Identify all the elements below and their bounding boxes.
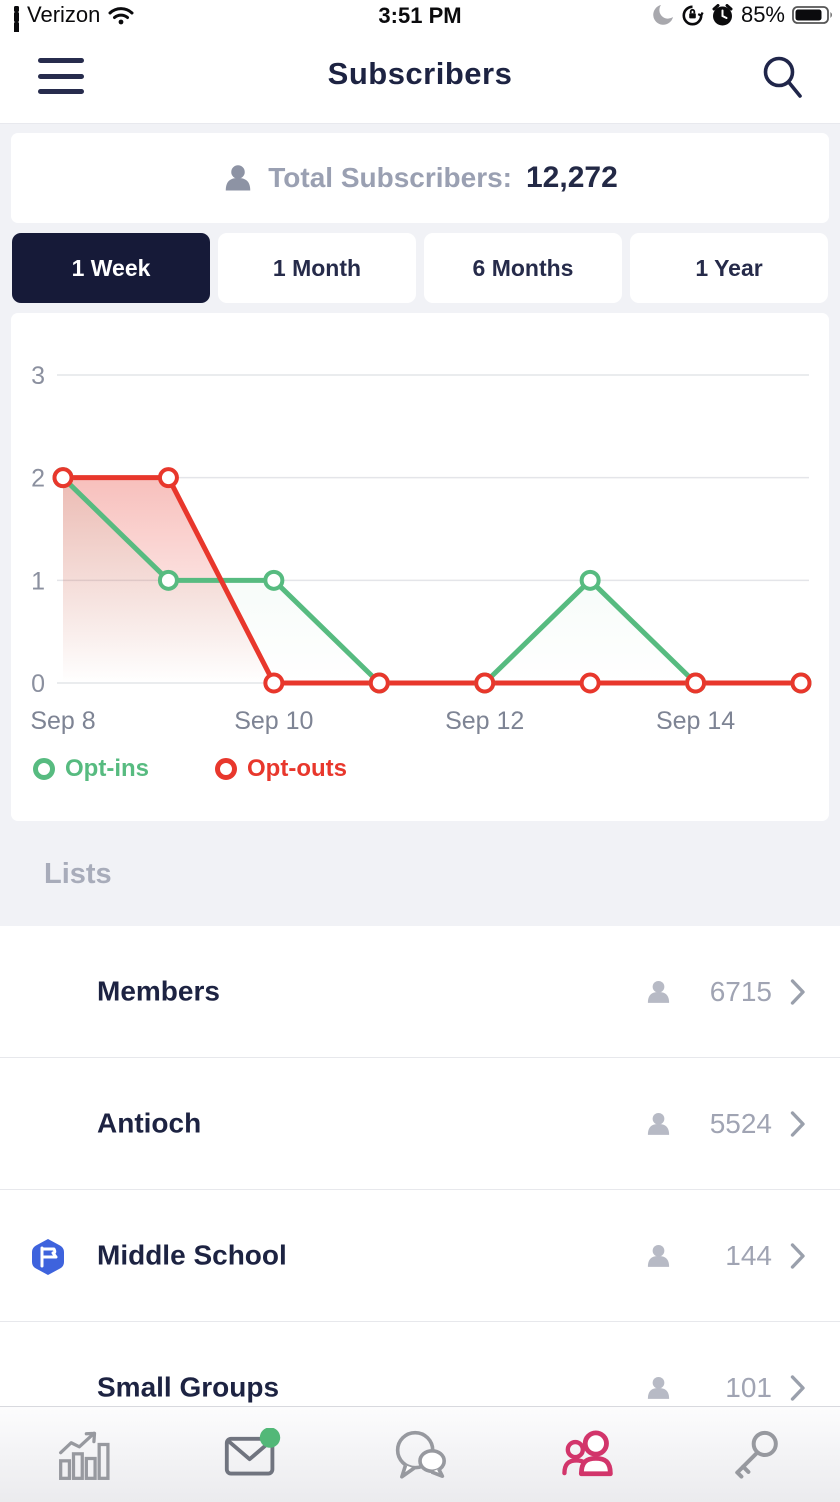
subscriber-activity-chart: 0 1 2 3 Sep 8 Sep 10 Sep 12 Sep 14 Opt-ins Opt…	[11, 313, 829, 821]
opt-ins-label: Opt-ins	[65, 755, 149, 782]
menu-button[interactable]	[38, 58, 84, 94]
do-not-disturb-moon-icon	[653, 5, 673, 25]
svg-text:3: 3	[31, 362, 45, 390]
list-name: Antioch	[97, 1106, 202, 1138]
date-range-tabs: 1 Week 1 Month 6 Months 1 Year	[12, 233, 828, 303]
person-icon	[647, 1244, 670, 1267]
opt-ins-marker-icon	[33, 758, 55, 780]
bottom-tab-bar	[0, 1406, 840, 1502]
subscriber-count: 5524	[709, 1107, 772, 1139]
subscriber-count: 144	[725, 1239, 772, 1271]
person-icon	[225, 165, 251, 191]
page-title: Subscribers	[327, 56, 513, 91]
person-icon	[647, 980, 670, 1003]
people-icon	[562, 1429, 613, 1476]
opt-outs-label: Opt-outs	[247, 755, 347, 782]
lists: Members 6715 Antioch 5524	[0, 926, 840, 1454]
tab-1-week[interactable]: 1 Week	[12, 233, 210, 303]
tab-keywords[interactable]	[696, 1420, 816, 1490]
chevron-right-icon	[790, 1374, 805, 1401]
lists-section-header: Lists	[44, 858, 112, 890]
orientation-lock-icon	[682, 5, 704, 25]
tab-6-months[interactable]: 6 Months	[424, 233, 622, 303]
chevron-right-icon	[790, 1110, 805, 1137]
person-icon	[647, 1112, 670, 1135]
search-icon	[763, 56, 802, 98]
unread-badge	[259, 1427, 281, 1448]
opt-outs-marker-icon	[215, 758, 237, 780]
tab-messages[interactable]	[192, 1420, 312, 1490]
svg-text:2: 2	[31, 465, 45, 493]
search-button[interactable]	[760, 54, 804, 100]
header: Subscribers	[0, 32, 840, 124]
analytics-icon	[59, 1431, 110, 1480]
chevron-right-icon	[790, 1242, 805, 1269]
total-subscribers-label: Total Subscribers:	[268, 162, 512, 193]
subscriber-count: 101	[725, 1371, 772, 1403]
envelope-icon	[224, 1427, 281, 1476]
tab-1-month[interactable]: 1 Month	[218, 233, 416, 303]
total-subscribers-card: Total Subscribers: 12,272	[11, 133, 829, 223]
svg-text:0: 0	[31, 670, 45, 698]
person-icon	[647, 1376, 670, 1399]
svg-text:Sep 10: Sep 10	[234, 707, 313, 735]
tab-1-year[interactable]: 1 Year	[630, 233, 828, 303]
chevron-right-icon	[790, 978, 805, 1005]
list-item-antioch[interactable]: Antioch 5524	[0, 1058, 840, 1190]
list-name: Middle School	[97, 1238, 287, 1270]
alarm-clock-icon	[712, 3, 733, 25]
line-chart: 0 1 2 3 Sep 8 Sep 10 Sep 12 Sep 14	[30, 362, 812, 735]
svg-text:Sep 14: Sep 14	[656, 707, 735, 735]
list-name: Small Groups	[97, 1370, 280, 1402]
tab-analytics[interactable]	[24, 1420, 144, 1490]
tab-subscribers[interactable]	[528, 1420, 648, 1490]
list-item-middle-school[interactable]: Middle School 144	[0, 1190, 840, 1322]
wifi-icon	[108, 7, 134, 25]
key-icon	[735, 1430, 778, 1479]
subscriber-count: 6715	[709, 975, 772, 1007]
chart-legend: Opt-ins Opt-outs	[33, 755, 347, 783]
svg-text:Sep 8: Sep 8	[30, 707, 95, 735]
svg-text:Sep 12: Sep 12	[445, 707, 524, 735]
battery-icon	[792, 6, 832, 24]
list-name: Members	[97, 974, 220, 1006]
total-subscribers-value: 12,272	[526, 161, 618, 194]
flag-badge-icon	[32, 1238, 64, 1275]
clock-label: 3:51 PM	[378, 3, 462, 28]
status-bar: Verizon 3:51 PM 85%	[0, 0, 840, 54]
carrier-label: Verizon	[27, 2, 101, 27]
chat-bubbles-icon	[395, 1430, 446, 1479]
list-item-members[interactable]: Members 6715	[0, 926, 840, 1058]
legend-opt-ins: Opt-ins	[33, 755, 149, 783]
legend-opt-outs: Opt-outs	[215, 755, 347, 783]
battery-percent-label: 85%	[740, 2, 785, 27]
tab-conversations[interactable]	[360, 1420, 480, 1490]
svg-text:1: 1	[31, 567, 45, 595]
